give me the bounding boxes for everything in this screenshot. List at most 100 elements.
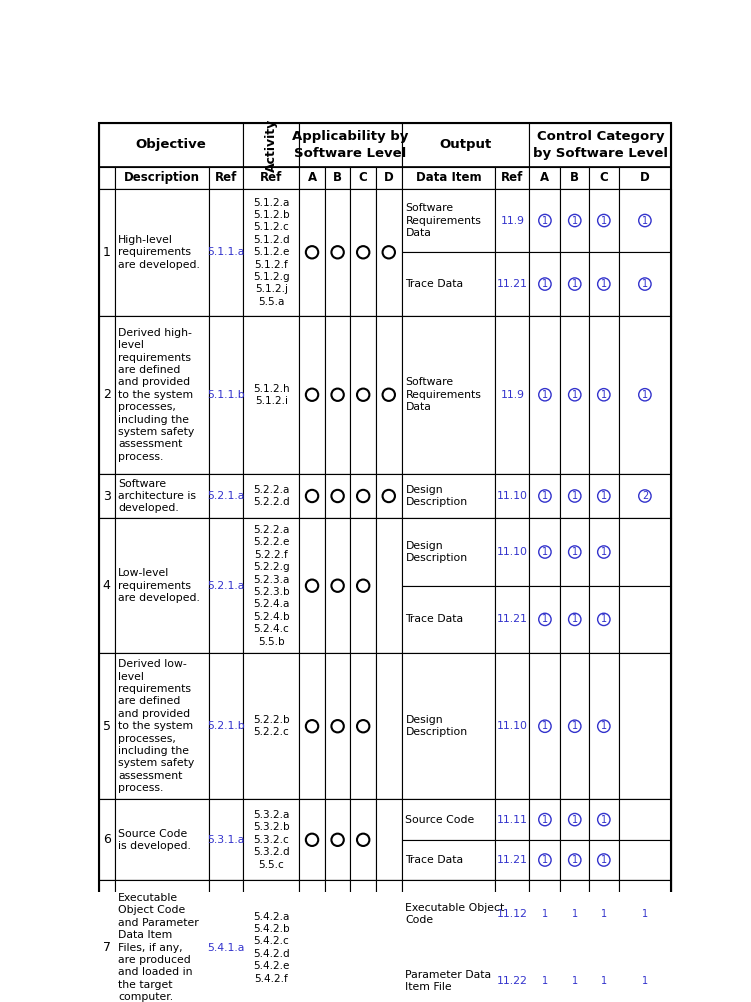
Circle shape <box>538 975 551 987</box>
Bar <box>402 518 496 586</box>
Circle shape <box>382 490 395 502</box>
Text: 5.2.2.b
5.2.2.c: 5.2.2.b 5.2.2.c <box>253 715 290 737</box>
Bar <box>529 880 560 948</box>
Bar <box>299 653 325 800</box>
Circle shape <box>538 214 551 226</box>
Bar <box>376 474 402 518</box>
Bar <box>529 122 671 167</box>
Bar <box>496 518 529 586</box>
Circle shape <box>382 246 395 259</box>
Text: Derived high-
level
requirements
are defined
and provided
to the system
processe: Derived high- level requirements are def… <box>118 328 195 462</box>
Text: 11.21: 11.21 <box>497 280 528 289</box>
Circle shape <box>538 278 551 291</box>
Bar <box>560 880 589 948</box>
Text: 1: 1 <box>642 215 648 225</box>
Text: 1: 1 <box>572 815 578 825</box>
Text: 1: 1 <box>542 390 548 400</box>
Text: 11.21: 11.21 <box>497 614 528 624</box>
Bar <box>560 840 589 880</box>
Circle shape <box>638 975 651 987</box>
Bar <box>619 253 671 316</box>
Bar <box>589 474 619 518</box>
Text: 1: 1 <box>542 909 548 919</box>
Bar <box>299 122 402 167</box>
Text: 5.1.1.b: 5.1.1.b <box>207 390 245 400</box>
Bar <box>619 586 671 653</box>
Bar <box>619 653 671 800</box>
Bar <box>402 122 529 167</box>
Text: 1: 1 <box>572 280 578 289</box>
Bar <box>619 474 671 518</box>
Text: 1: 1 <box>572 721 578 731</box>
Bar <box>589 316 619 474</box>
Circle shape <box>331 389 344 401</box>
Bar <box>243 800 299 880</box>
Circle shape <box>598 720 610 732</box>
Bar <box>496 316 529 474</box>
Bar <box>209 316 243 474</box>
Bar <box>529 518 560 586</box>
Text: 1: 1 <box>601 215 607 225</box>
Text: 1: 1 <box>601 976 607 986</box>
Bar <box>589 840 619 880</box>
Text: 1: 1 <box>542 976 548 986</box>
Text: Software
Requirements
Data: Software Requirements Data <box>406 378 481 412</box>
Bar <box>209 653 243 800</box>
Text: 5.2.2.a
5.2.2.d: 5.2.2.a 5.2.2.d <box>253 485 290 507</box>
Bar <box>529 653 560 800</box>
Bar <box>376 167 402 188</box>
Text: 5.2.1.a: 5.2.1.a <box>207 491 245 501</box>
Bar <box>351 316 376 474</box>
Text: 5.4.1.a: 5.4.1.a <box>207 943 245 953</box>
Circle shape <box>306 579 318 592</box>
Circle shape <box>357 579 369 592</box>
Bar <box>299 188 325 316</box>
Circle shape <box>598 490 610 502</box>
Bar <box>351 474 376 518</box>
Bar <box>209 188 243 316</box>
Circle shape <box>538 389 551 401</box>
Circle shape <box>569 546 581 558</box>
Text: 1: 1 <box>642 976 648 986</box>
Circle shape <box>598 975 610 987</box>
Bar <box>376 316 402 474</box>
Text: 1: 1 <box>542 815 548 825</box>
Circle shape <box>569 814 581 826</box>
Bar <box>529 474 560 518</box>
Circle shape <box>569 854 581 866</box>
Bar <box>589 167 619 188</box>
Bar <box>98 316 671 474</box>
Text: 1: 1 <box>572 215 578 225</box>
Circle shape <box>598 613 610 625</box>
Text: Output: Output <box>439 138 492 151</box>
Bar <box>589 800 619 840</box>
Text: Low-level
requirements
are developed.: Low-level requirements are developed. <box>118 568 200 603</box>
Bar <box>589 653 619 800</box>
Circle shape <box>538 546 551 558</box>
Text: Source Code: Source Code <box>406 815 475 825</box>
Bar <box>351 188 376 316</box>
Bar <box>325 800 351 880</box>
Text: 5.4.2.a
5.4.2.b
5.4.2.c
5.4.2.d
5.4.2.e
5.4.2.f: 5.4.2.a 5.4.2.b 5.4.2.c 5.4.2.d 5.4.2.e … <box>253 912 290 984</box>
Circle shape <box>638 908 651 920</box>
Bar <box>496 840 529 880</box>
Text: 1: 1 <box>572 909 578 919</box>
Circle shape <box>382 389 395 401</box>
Circle shape <box>357 720 369 732</box>
Text: 4: 4 <box>103 579 110 592</box>
Text: 11.22: 11.22 <box>497 976 528 986</box>
Circle shape <box>638 278 651 291</box>
Bar <box>529 167 560 188</box>
Text: Ref: Ref <box>501 171 523 184</box>
Text: 11.9: 11.9 <box>500 215 524 225</box>
Text: 1: 1 <box>601 614 607 624</box>
Text: 11.10: 11.10 <box>497 547 528 557</box>
Circle shape <box>331 579 344 592</box>
Text: Data Item: Data Item <box>415 171 481 184</box>
Text: D: D <box>384 171 394 184</box>
Bar <box>209 800 243 880</box>
Text: A: A <box>541 171 550 184</box>
Bar <box>529 316 560 474</box>
Bar <box>115 167 209 188</box>
Circle shape <box>638 214 651 226</box>
